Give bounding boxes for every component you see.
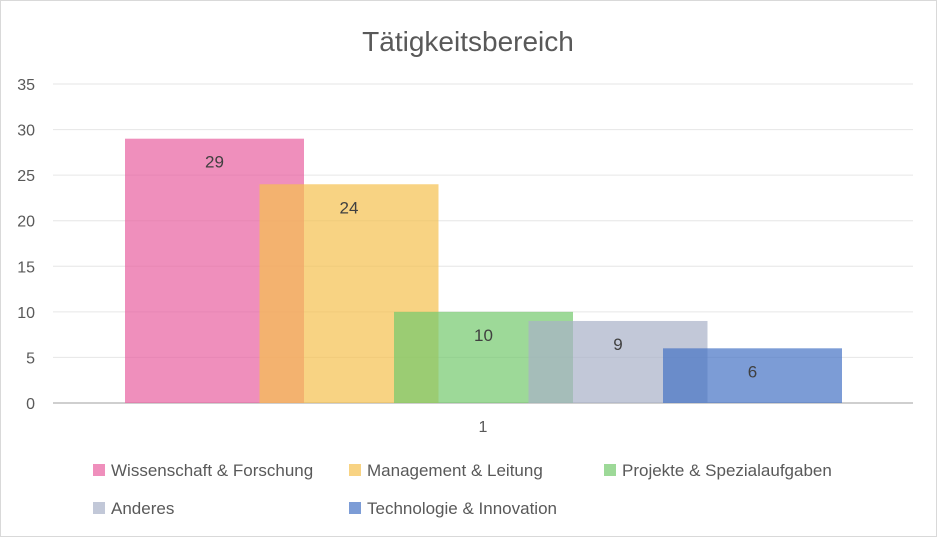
y-tick-label: 5 xyxy=(26,350,35,367)
legend-swatch xyxy=(349,502,361,514)
data-label: 9 xyxy=(613,335,622,354)
y-tick-label: 10 xyxy=(17,305,35,322)
legend-label: Anderes xyxy=(111,499,174,518)
data-label: 29 xyxy=(205,153,224,172)
legend-swatch xyxy=(604,464,616,476)
legend-label: Projekte & Spezialaufgaben xyxy=(622,461,832,480)
legend-swatch xyxy=(93,502,105,514)
y-tick-label: 0 xyxy=(26,396,35,413)
y-tick-label: 35 xyxy=(17,77,35,94)
legend-swatch xyxy=(349,464,361,476)
legend-label: Wissenschaft & Forschung xyxy=(111,461,313,480)
data-label: 24 xyxy=(340,198,359,217)
data-label: 10 xyxy=(474,326,493,345)
legend-label: Technologie & Innovation xyxy=(367,499,557,518)
y-tick-label: 25 xyxy=(17,168,35,185)
bar-technologie-innovation xyxy=(663,348,842,403)
x-tick-label: 1 xyxy=(479,419,488,436)
y-tick-label: 15 xyxy=(17,259,35,276)
y-tick-label: 20 xyxy=(17,214,35,231)
legend-label: Management & Leitung xyxy=(367,461,543,480)
chart-title: Tätigkeitsbereich xyxy=(362,26,574,57)
legend-swatch xyxy=(93,464,105,476)
y-tick-label: 30 xyxy=(17,123,35,140)
data-label: 6 xyxy=(748,362,757,381)
